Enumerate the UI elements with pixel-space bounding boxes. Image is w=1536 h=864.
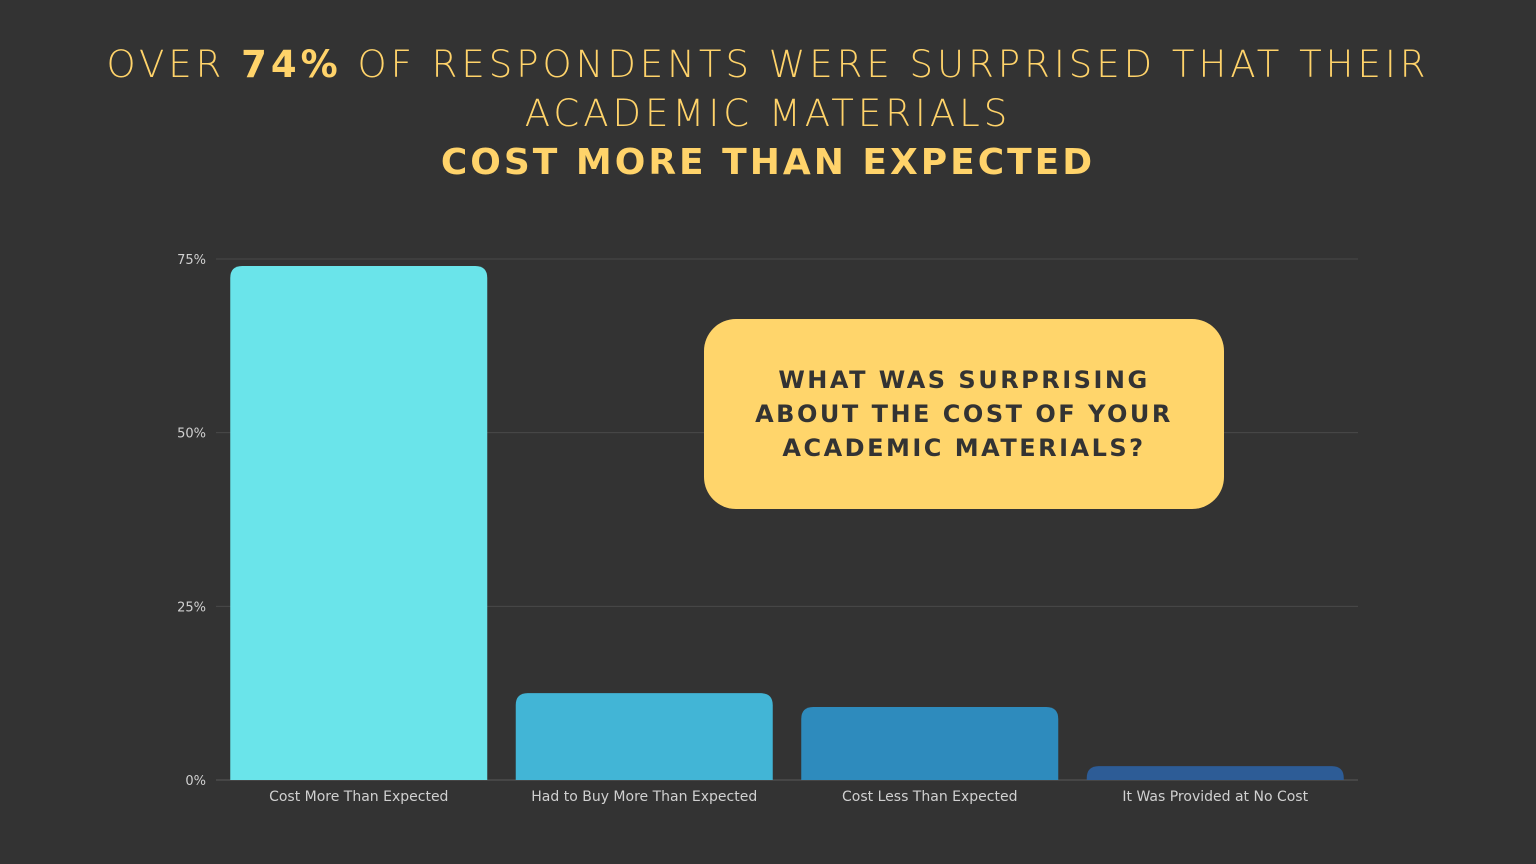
x-tick-label: Cost Less Than Expected xyxy=(842,789,1017,805)
bar xyxy=(230,265,488,780)
headline-line-3: COST MORE THAN EXPECTED xyxy=(440,142,1096,183)
bars xyxy=(230,265,1344,780)
y-tick-label: 0% xyxy=(185,774,206,789)
x-tick-label: Cost More Than Expected xyxy=(269,789,448,805)
bar xyxy=(1086,766,1344,780)
question-callout: WHAT WAS SURPRISING ABOUT THE COST OF YO… xyxy=(704,319,1224,509)
headline-emphasis: 74% xyxy=(241,43,342,86)
x-tick-label: It Was Provided at No Cost xyxy=(1122,789,1308,805)
y-tick-label: 50% xyxy=(177,427,206,442)
chart-headline: OVER 74% OF RESPONDENTS WERE SURPRISED T… xyxy=(0,40,1536,187)
x-tick-label: Had to Buy More Than Expected xyxy=(531,789,757,805)
headline-line-2: ACADEMIC MATERIALS xyxy=(524,92,1012,135)
y-axis-ticks: 0% 25% 50% 75% xyxy=(177,253,206,789)
headline-suffix: OF RESPONDENTS WERE SURPRISED THAT THEIR xyxy=(341,43,1430,86)
bar xyxy=(515,693,773,780)
x-axis-labels: Cost More Than Expected Had to Buy More T… xyxy=(269,789,1309,805)
y-tick-label: 25% xyxy=(177,600,206,615)
headline-prefix: OVER xyxy=(106,43,242,86)
bar xyxy=(801,707,1059,780)
y-tick-label: 75% xyxy=(177,253,206,268)
question-callout-text: WHAT WAS SURPRISING ABOUT THE COST OF YO… xyxy=(755,366,1173,462)
headline-line-1: OVER 74% OF RESPONDENTS WERE SURPRISED T… xyxy=(0,40,1536,89)
